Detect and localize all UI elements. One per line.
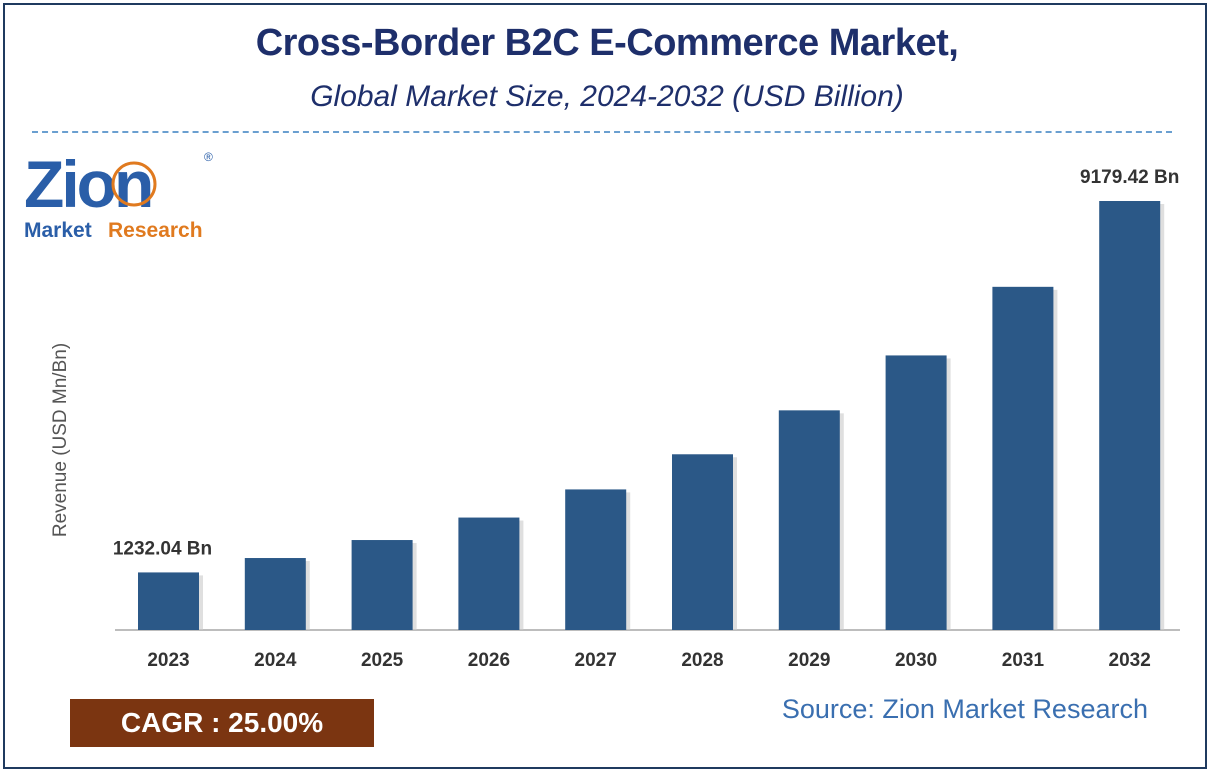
x-tick-label-2031: 2031	[1002, 650, 1045, 671]
logo-tagline-research: Research	[108, 219, 203, 242]
cagr-badge: CAGR : 25.00%	[70, 699, 374, 747]
bar-2032	[1099, 201, 1161, 630]
x-tick-label-2025: 2025	[361, 650, 404, 671]
x-tick-label-2032: 2032	[1109, 650, 1151, 671]
bar-2023	[138, 572, 199, 630]
x-tick-label-2024: 2024	[254, 650, 297, 671]
x-tick-label-2023: 2023	[147, 650, 189, 671]
chart-subtitle: Global Market Size, 2024-2032 (USD Billi…	[310, 80, 904, 113]
x-tick-label-2030: 2030	[895, 650, 937, 671]
logo-registered-mark: ®	[204, 150, 213, 164]
data-label-2032: 9179.42 Bn	[1080, 167, 1179, 188]
logo-tagline-market: Market	[24, 219, 92, 242]
logo-word: Zion	[24, 147, 151, 221]
logo-globe-icon	[111, 161, 157, 207]
x-tick-label-2026: 2026	[468, 650, 510, 671]
bar-2031	[992, 286, 1054, 630]
source-note: Source: Zion Market Research	[781, 694, 1148, 724]
zion-logo: Zion ® Market Research	[24, 147, 213, 242]
x-tick-label-2028: 2028	[681, 650, 723, 671]
data-label-2023: 1232.04 Bn	[113, 538, 212, 559]
x-tick-label-2029: 2029	[788, 650, 830, 671]
bar-2024	[244, 558, 306, 630]
bar-2026	[458, 517, 520, 630]
bar-2027	[565, 489, 627, 630]
bar-2029	[778, 410, 840, 630]
chart-title: Cross-Border B2C E-Commerce Market,	[255, 22, 959, 64]
title-divider	[32, 131, 1172, 133]
x-tick-label-2027: 2027	[575, 650, 617, 671]
y-axis-label: Revenue (USD Mn/Bn)	[50, 343, 71, 537]
bar-2025	[351, 540, 413, 630]
bar-2030	[885, 355, 947, 630]
bar-2028	[672, 454, 733, 630]
